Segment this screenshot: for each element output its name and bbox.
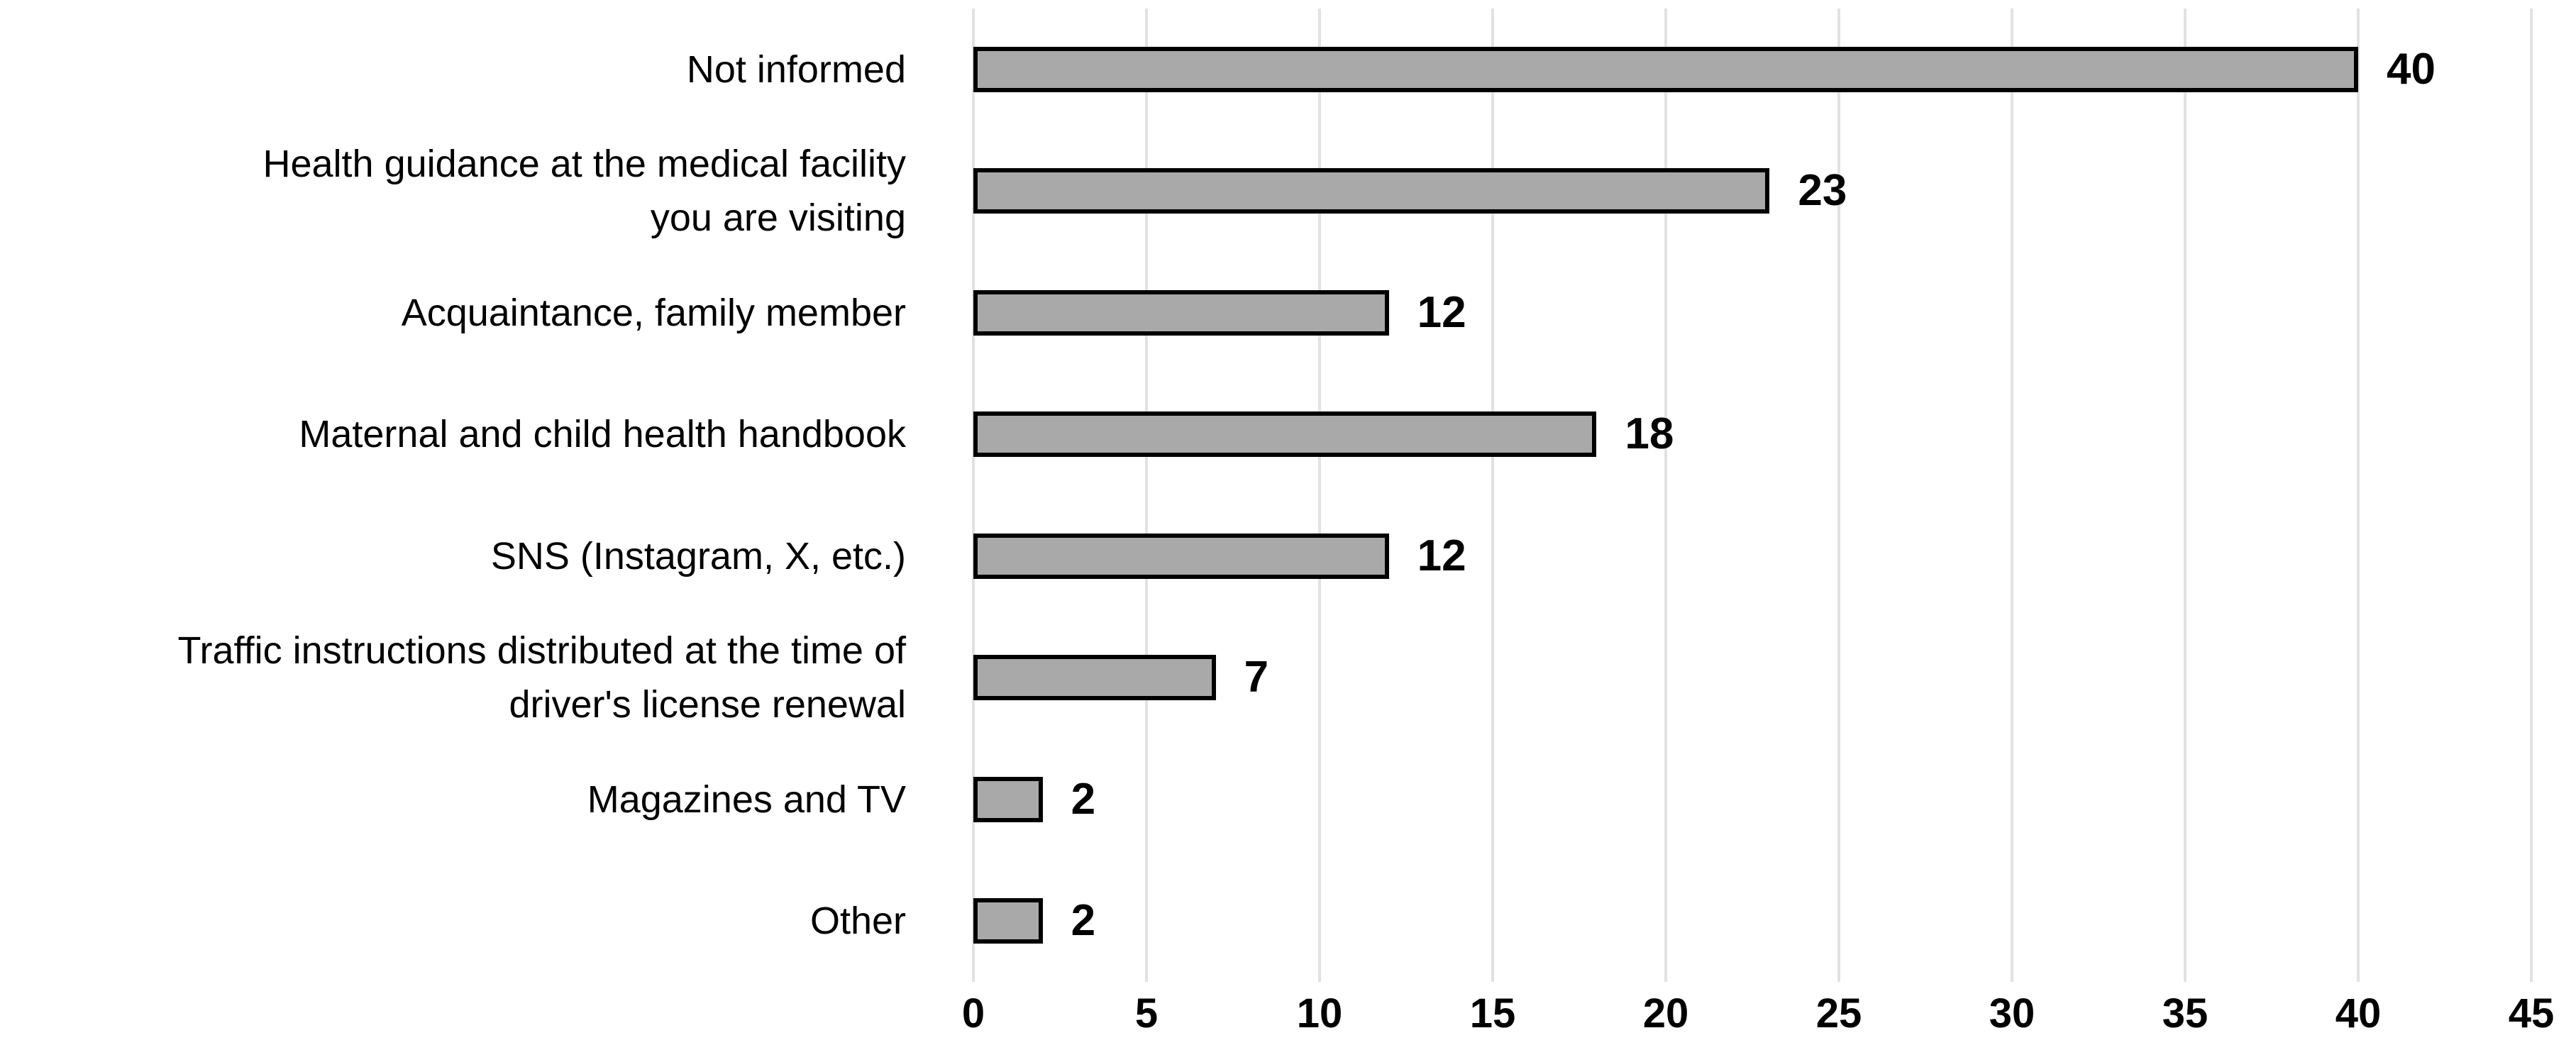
bar [973,289,1389,336]
bar-track: 2 [973,898,2576,944]
category-label: Other [809,900,906,943]
gridline [2530,9,2533,982]
bar-track: 7 [973,653,2576,702]
bar [973,655,1216,701]
category-label: Acquaintance, family member [401,291,906,334]
gridline [1664,9,1667,982]
category-label: Health guidance at the medical facility … [262,143,906,240]
category-label: Traffic instructions distributed at the … [177,629,906,726]
x-tick-label: 0 [961,990,985,1037]
value-label: 18 [1625,409,1674,459]
bar-track: 40 [973,44,2576,94]
chart-row: Maternal and child health handbook 18 [0,374,2576,496]
value-label: 23 [1798,166,1847,216]
plot-area: Not informed 40 Health guidance at the m… [0,9,2576,982]
gridlines [972,9,2533,982]
x-tick-label: 10 [1296,990,1343,1037]
x-tick-label: 5 [1134,990,1159,1037]
bar [973,533,1389,579]
x-tick-label: 25 [1815,990,1862,1037]
chart-row: SNS (Instagram, X, etc.) 12 [0,495,2576,617]
x-tick-label: 30 [1989,990,2035,1037]
value-label: 7 [1244,653,1269,702]
gridline [1491,9,1494,982]
bar [973,776,1043,822]
value-label: 2 [1071,896,1096,946]
gridline [2356,9,2360,982]
bar [973,46,2358,92]
gridline [2184,9,2187,982]
bar-track: 2 [973,774,2576,824]
gridline [1317,9,1321,982]
gridline [1144,9,1148,982]
value-label: 12 [1417,287,1466,337]
category-label: Magazines and TV [587,778,906,821]
value-label: 40 [2387,44,2436,94]
category-label: Not informed [686,48,906,91]
value-label: 2 [1071,774,1096,824]
value-label: 12 [1417,531,1466,580]
category-label: SNS (Instagram, X, etc.) [490,534,906,578]
x-tick-label: 15 [1469,990,1516,1037]
chart-row: Traffic instructions distributed at the … [0,617,2576,739]
chart-row: Not informed 40 [0,9,2576,131]
chart-row: Health guidance at the medical facility … [0,131,2576,253]
bar-track: 23 [973,168,2576,214]
chart-row: Other 2 [0,861,2576,983]
gridline [1837,9,1840,982]
bar-track: 18 [973,409,2576,459]
x-tick-label: 45 [2508,990,2555,1037]
gridline [972,9,975,982]
chart-row: Acquaintance, family member 12 [0,252,2576,374]
category-label: Maternal and child health handbook [299,413,906,456]
x-tick-label: 35 [2162,990,2209,1037]
bar-track: 12 [973,287,2576,337]
bar [973,168,1770,214]
bar [973,898,1043,944]
bar-track: 12 [973,531,2576,580]
x-axis: 0 5 10 15 20 25 30 35 40 45 [962,990,2554,1043]
chart-row: Magazines and TV 2 [0,739,2576,861]
bar [973,411,1597,458]
x-tick-label: 20 [1642,990,1689,1037]
x-tick-label: 40 [2335,990,2382,1037]
gridline [2010,9,2013,982]
